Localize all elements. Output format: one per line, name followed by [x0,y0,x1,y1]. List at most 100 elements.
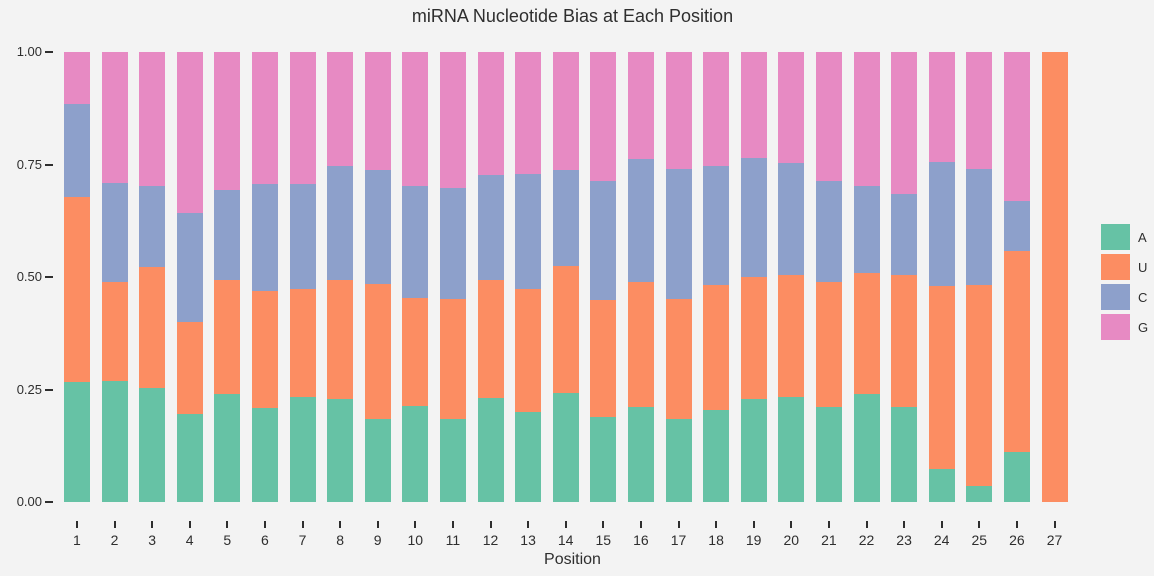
bar-3-segment-U [139,267,166,389]
y-tick-mark [45,388,53,391]
bar-4-segment-A [176,413,203,502]
bar-13-segment-U [515,288,542,412]
x-tick-label: 9 [373,532,382,548]
y-tick-mark [45,163,53,166]
bar-2-segment-G [101,52,128,183]
bar-position-2 [101,52,128,502]
x-tick-label: 25 [971,532,988,548]
x-tick-mark [1015,521,1018,528]
bar-14-segment-U [552,266,579,394]
bar-10-segment-G [402,52,429,187]
bar-10-segment-U [402,298,429,407]
bar-21-segment-G [815,52,842,182]
bar-position-19 [740,52,767,502]
bar-11-segment-A [439,418,466,502]
x-tick-label: 15 [595,532,612,548]
legend-item-U: U [1101,254,1154,280]
bar-16-segment-G [627,52,654,159]
bar-7-segment-A [289,397,316,502]
legend-item-C: C [1101,284,1154,310]
x-tick-mark [564,521,567,528]
x-tick-label: 13 [520,532,536,548]
bar-5-segment-G [214,52,241,191]
bar-position-20 [778,52,805,502]
bar-18-segment-U [703,284,730,410]
legend-swatch-G [1101,314,1130,340]
bar-17-segment-G [665,52,692,170]
x-tick-label: 23 [896,532,912,548]
x-tick-label: 20 [783,532,800,548]
legend-label-C: C [1138,290,1148,305]
x-tick-mark [263,521,266,528]
bar-1-segment-A [63,381,90,502]
bar-position-25 [966,52,993,502]
x-tick-mark [188,521,191,528]
bar-20-segment-U [778,275,805,398]
bar-22-segment-G [853,52,880,187]
bar-23-segment-G [891,52,918,195]
bar-22-segment-A [853,394,880,502]
x-tick-label: 14 [557,532,574,548]
bar-8-segment-A [327,399,354,502]
bar-17-segment-C [665,169,692,299]
bar-12-segment-G [477,52,504,176]
bar-25-segment-C [966,169,993,285]
bar-24-segment-U [928,286,955,469]
bar-6-segment-C [251,184,278,291]
bar-position-8 [327,52,354,502]
bar-position-15 [590,52,617,502]
bar-22-segment-C [853,186,880,274]
bar-position-9 [364,52,391,502]
x-tick-label: 18 [708,532,724,548]
bar-position-3 [139,52,166,502]
x-tick-mark [151,521,154,528]
bar-2-segment-U [101,281,128,381]
x-tick-label: 5 [223,532,232,548]
y-tick-mark [45,276,53,278]
bar-21-segment-C [815,181,842,282]
bar-6-segment-U [251,290,278,409]
bar-16-segment-C [627,158,654,282]
bar-19-segment-U [740,277,767,400]
x-tick-label: 19 [745,532,762,548]
bar-1-segment-G [63,52,90,104]
x-tick-label: 6 [260,532,269,548]
y-tick-label: 0.25 [16,381,42,397]
x-tick-mark [790,521,793,528]
bar-26-segment-U [1003,251,1030,453]
bar-position-17 [665,52,692,502]
bar-9-segment-C [364,170,391,284]
bar-position-21 [815,52,842,502]
x-tick-mark [1053,521,1056,528]
x-tick-label: 17 [670,532,687,548]
x-tick-label: 26 [1009,532,1025,548]
legend-label-U: U [1138,260,1148,275]
bar-17-segment-U [665,298,692,419]
bar-12-segment-C [477,175,504,280]
x-tick-mark [414,521,417,528]
bar-22-segment-U [853,273,880,395]
bar-26-segment-C [1003,200,1030,252]
x-tick-label: 21 [821,532,837,548]
bar-23-segment-U [891,275,918,408]
bar-12-segment-U [477,279,504,398]
bar-14-segment-C [552,170,579,267]
bar-15-segment-C [590,181,617,300]
bar-24-segment-G [928,52,955,162]
bar-position-22 [853,52,880,502]
bar-19-segment-C [740,157,767,277]
bar-15-segment-G [590,52,617,182]
bar-position-24 [928,52,955,502]
bar-21-segment-U [815,281,842,408]
bar-6-segment-A [251,408,278,502]
bar-23-segment-C [891,194,918,276]
bar-10-segment-A [402,406,429,502]
bar-position-13 [515,52,542,502]
plot-area [60,52,1085,502]
bar-19-segment-G [740,52,767,158]
bar-14-segment-A [552,393,579,502]
legend-swatch-U [1101,254,1130,280]
x-tick-mark [226,521,229,528]
